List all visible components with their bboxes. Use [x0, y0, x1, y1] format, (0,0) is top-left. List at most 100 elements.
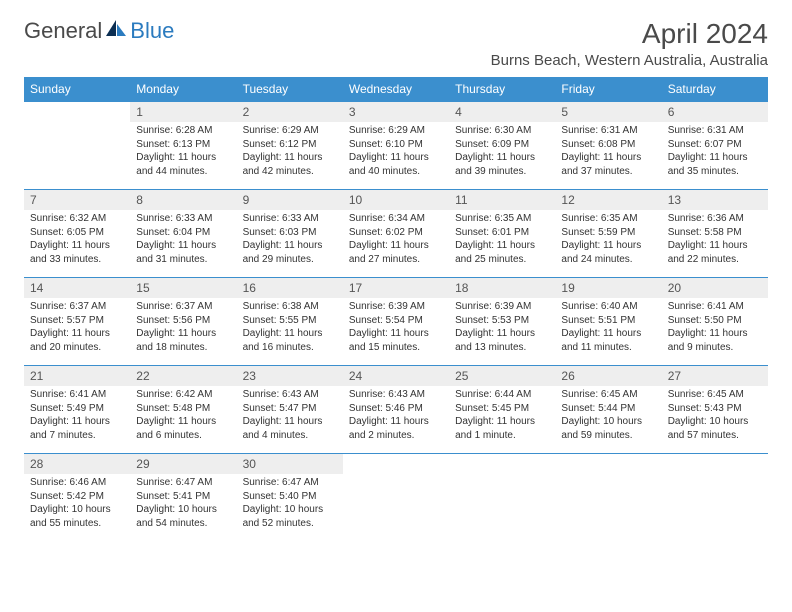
day-details: Sunrise: 6:36 AMSunset: 5:58 PMDaylight:…	[662, 210, 768, 270]
sunset-text: Sunset: 5:41 PM	[136, 490, 230, 504]
calendar-day-cell: 30Sunrise: 6:47 AMSunset: 5:40 PMDayligh…	[237, 454, 343, 542]
calendar-day-cell: 25Sunrise: 6:44 AMSunset: 5:45 PMDayligh…	[449, 366, 555, 454]
day-number: 4	[449, 102, 555, 122]
day-details: Sunrise: 6:42 AMSunset: 5:48 PMDaylight:…	[130, 386, 236, 446]
day-number: 27	[662, 366, 768, 386]
day-number: 22	[130, 366, 236, 386]
calendar-week-row: 7Sunrise: 6:32 AMSunset: 6:05 PMDaylight…	[24, 190, 768, 278]
weekday-header: Saturday	[662, 77, 768, 102]
calendar-day-cell: 7Sunrise: 6:32 AMSunset: 6:05 PMDaylight…	[24, 190, 130, 278]
sunrise-text: Sunrise: 6:45 AM	[668, 388, 762, 402]
daylight-text: Daylight: 10 hours and 52 minutes.	[243, 503, 337, 530]
sunset-text: Sunset: 6:07 PM	[668, 138, 762, 152]
calendar-day-cell	[662, 454, 768, 542]
sunrise-text: Sunrise: 6:45 AM	[561, 388, 655, 402]
sunset-text: Sunset: 5:48 PM	[136, 402, 230, 416]
sunset-text: Sunset: 6:09 PM	[455, 138, 549, 152]
calendar-day-cell: 28Sunrise: 6:46 AMSunset: 5:42 PMDayligh…	[24, 454, 130, 542]
day-number: 6	[662, 102, 768, 122]
sunrise-text: Sunrise: 6:38 AM	[243, 300, 337, 314]
calendar-day-cell: 23Sunrise: 6:43 AMSunset: 5:47 PMDayligh…	[237, 366, 343, 454]
day-details: Sunrise: 6:28 AMSunset: 6:13 PMDaylight:…	[130, 122, 236, 182]
daylight-text: Daylight: 11 hours and 18 minutes.	[136, 327, 230, 354]
sunset-text: Sunset: 6:08 PM	[561, 138, 655, 152]
calendar-day-cell: 20Sunrise: 6:41 AMSunset: 5:50 PMDayligh…	[662, 278, 768, 366]
weekday-header: Friday	[555, 77, 661, 102]
calendar-table: Sunday Monday Tuesday Wednesday Thursday…	[24, 77, 768, 542]
day-details: Sunrise: 6:41 AMSunset: 5:49 PMDaylight:…	[24, 386, 130, 446]
sunset-text: Sunset: 5:54 PM	[349, 314, 443, 328]
day-details: Sunrise: 6:37 AMSunset: 5:57 PMDaylight:…	[24, 298, 130, 358]
day-number: 5	[555, 102, 661, 122]
sunrise-text: Sunrise: 6:34 AM	[349, 212, 443, 226]
day-details: Sunrise: 6:41 AMSunset: 5:50 PMDaylight:…	[662, 298, 768, 358]
sunrise-text: Sunrise: 6:47 AM	[243, 476, 337, 490]
sunset-text: Sunset: 5:56 PM	[136, 314, 230, 328]
sunrise-text: Sunrise: 6:29 AM	[349, 124, 443, 138]
sunrise-text: Sunrise: 6:37 AM	[30, 300, 124, 314]
sunset-text: Sunset: 6:04 PM	[136, 226, 230, 240]
sunrise-text: Sunrise: 6:39 AM	[455, 300, 549, 314]
sunset-text: Sunset: 6:10 PM	[349, 138, 443, 152]
sunrise-text: Sunrise: 6:33 AM	[243, 212, 337, 226]
sunset-text: Sunset: 5:43 PM	[668, 402, 762, 416]
day-details: Sunrise: 6:31 AMSunset: 6:07 PMDaylight:…	[662, 122, 768, 182]
sunset-text: Sunset: 5:57 PM	[30, 314, 124, 328]
calendar-day-cell: 4Sunrise: 6:30 AMSunset: 6:09 PMDaylight…	[449, 102, 555, 190]
calendar-day-cell: 9Sunrise: 6:33 AMSunset: 6:03 PMDaylight…	[237, 190, 343, 278]
daylight-text: Daylight: 11 hours and 22 minutes.	[668, 239, 762, 266]
calendar-day-cell: 19Sunrise: 6:40 AMSunset: 5:51 PMDayligh…	[555, 278, 661, 366]
calendar-day-cell: 12Sunrise: 6:35 AMSunset: 5:59 PMDayligh…	[555, 190, 661, 278]
calendar-day-cell: 11Sunrise: 6:35 AMSunset: 6:01 PMDayligh…	[449, 190, 555, 278]
sunrise-text: Sunrise: 6:35 AM	[455, 212, 549, 226]
sunset-text: Sunset: 5:40 PM	[243, 490, 337, 504]
calendar-day-cell: 16Sunrise: 6:38 AMSunset: 5:55 PMDayligh…	[237, 278, 343, 366]
day-number: 17	[343, 278, 449, 298]
daylight-text: Daylight: 11 hours and 29 minutes.	[243, 239, 337, 266]
day-details: Sunrise: 6:47 AMSunset: 5:40 PMDaylight:…	[237, 474, 343, 534]
daylight-text: Daylight: 11 hours and 2 minutes.	[349, 415, 443, 442]
day-number: 21	[24, 366, 130, 386]
sunrise-text: Sunrise: 6:28 AM	[136, 124, 230, 138]
calendar-day-cell	[449, 454, 555, 542]
weekday-header: Sunday	[24, 77, 130, 102]
calendar-day-cell: 5Sunrise: 6:31 AMSunset: 6:08 PMDaylight…	[555, 102, 661, 190]
sail-icon	[106, 18, 128, 44]
sunrise-text: Sunrise: 6:41 AM	[30, 388, 124, 402]
calendar-day-cell: 1Sunrise: 6:28 AMSunset: 6:13 PMDaylight…	[130, 102, 236, 190]
day-number: 23	[237, 366, 343, 386]
daylight-text: Daylight: 11 hours and 37 minutes.	[561, 151, 655, 178]
sunset-text: Sunset: 6:01 PM	[455, 226, 549, 240]
daylight-text: Daylight: 11 hours and 24 minutes.	[561, 239, 655, 266]
day-details: Sunrise: 6:35 AMSunset: 6:01 PMDaylight:…	[449, 210, 555, 270]
day-number: 13	[662, 190, 768, 210]
day-number: 25	[449, 366, 555, 386]
day-number: 28	[24, 454, 130, 474]
sunrise-text: Sunrise: 6:39 AM	[349, 300, 443, 314]
day-number: 30	[237, 454, 343, 474]
day-details: Sunrise: 6:39 AMSunset: 5:53 PMDaylight:…	[449, 298, 555, 358]
sunset-text: Sunset: 6:05 PM	[30, 226, 124, 240]
sunset-text: Sunset: 5:42 PM	[30, 490, 124, 504]
day-details: Sunrise: 6:33 AMSunset: 6:04 PMDaylight:…	[130, 210, 236, 270]
day-details: Sunrise: 6:29 AMSunset: 6:12 PMDaylight:…	[237, 122, 343, 182]
day-number: 24	[343, 366, 449, 386]
daylight-text: Daylight: 11 hours and 6 minutes.	[136, 415, 230, 442]
day-number: 26	[555, 366, 661, 386]
daylight-text: Daylight: 10 hours and 57 minutes.	[668, 415, 762, 442]
sunrise-text: Sunrise: 6:36 AM	[668, 212, 762, 226]
daylight-text: Daylight: 11 hours and 20 minutes.	[30, 327, 124, 354]
calendar-day-cell: 18Sunrise: 6:39 AMSunset: 5:53 PMDayligh…	[449, 278, 555, 366]
sunset-text: Sunset: 6:02 PM	[349, 226, 443, 240]
calendar-day-cell: 2Sunrise: 6:29 AMSunset: 6:12 PMDaylight…	[237, 102, 343, 190]
day-number: 10	[343, 190, 449, 210]
calendar-day-cell: 14Sunrise: 6:37 AMSunset: 5:57 PMDayligh…	[24, 278, 130, 366]
day-details: Sunrise: 6:47 AMSunset: 5:41 PMDaylight:…	[130, 474, 236, 534]
daylight-text: Daylight: 11 hours and 27 minutes.	[349, 239, 443, 266]
day-number: 8	[130, 190, 236, 210]
calendar-day-cell	[24, 102, 130, 190]
day-details: Sunrise: 6:33 AMSunset: 6:03 PMDaylight:…	[237, 210, 343, 270]
daylight-text: Daylight: 11 hours and 1 minute.	[455, 415, 549, 442]
day-details: Sunrise: 6:43 AMSunset: 5:46 PMDaylight:…	[343, 386, 449, 446]
page-header: General Blue April 2024 Burns Beach, Wes…	[24, 18, 768, 69]
